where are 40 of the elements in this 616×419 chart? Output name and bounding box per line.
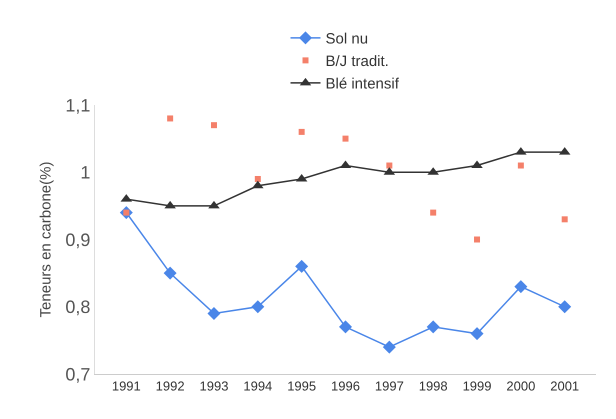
y-tick-label: 0,7 [65, 364, 90, 384]
x-tick-label: 1993 [200, 378, 228, 394]
x-tick-label: 1994 [243, 378, 272, 394]
legend-label: B/J tradit. [326, 53, 389, 70]
x-tick-label: 1999 [462, 378, 492, 394]
y-tick-label: 0,8 [65, 297, 90, 318]
y-tick-label: 1 [80, 162, 90, 183]
point [164, 266, 177, 280]
point [342, 136, 348, 142]
point [386, 162, 392, 169]
x-tick-label: 2000 [506, 378, 536, 394]
legend-label: Sol nu [326, 30, 368, 48]
x-tick-label: 1996 [331, 378, 360, 394]
x-tick-label: 1998 [418, 378, 448, 394]
x-tick-label: 1995 [287, 378, 316, 394]
y-tick-label: 0,9 [65, 230, 90, 250]
point [430, 210, 436, 216]
point [382, 340, 396, 354]
point [558, 300, 572, 314]
point [207, 306, 220, 320]
point [298, 128, 305, 135]
point [426, 320, 440, 334]
point [474, 236, 480, 242]
point [514, 280, 528, 294]
point [339, 320, 352, 334]
point [254, 176, 261, 182]
legend-label: Blé intensif [326, 76, 400, 93]
x-tick-label: 2001 [550, 378, 580, 394]
y-axis-title: Teneurs en carbone(%) [38, 162, 55, 318]
point [167, 115, 174, 122]
x-tick-label: 1991 [112, 378, 141, 394]
point [562, 216, 568, 222]
point [518, 162, 524, 169]
x-tick-label: 1992 [156, 378, 185, 394]
point [470, 327, 484, 340]
x-tick-label: 1997 [374, 378, 404, 394]
point [295, 260, 308, 273]
point [210, 122, 217, 128]
point [251, 300, 264, 314]
y-tick-label: 1,1 [65, 95, 90, 116]
